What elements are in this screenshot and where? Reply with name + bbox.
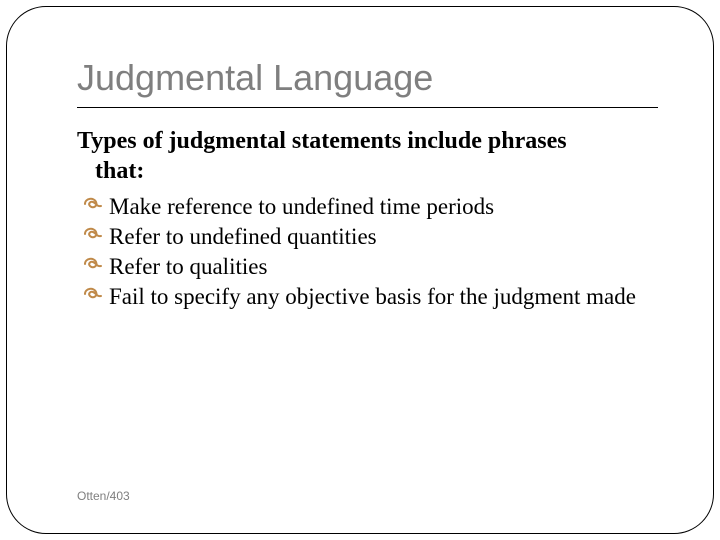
list-item-text: Refer to undefined quantities [109, 224, 377, 249]
slide-footer: Otten/403 [77, 489, 130, 503]
subhead-line-1: Types of judgmental statements include p… [77, 128, 567, 154]
list-item: Refer to qualities [83, 252, 658, 282]
swirl-bullet-icon [83, 255, 103, 275]
list-item: Make reference to undefined time periods [83, 192, 658, 222]
slide-frame: Judgmental Language Types of judgmental … [6, 6, 714, 534]
list-item-text: Fail to specify any objective basis for … [109, 284, 636, 309]
swirl-bullet-icon [83, 285, 103, 305]
list-item: Fail to specify any objective basis for … [83, 282, 658, 312]
slide-subheading: Types of judgmental statements include p… [77, 126, 658, 186]
list-item: Refer to undefined quantities [83, 222, 658, 252]
swirl-bullet-icon [83, 225, 103, 245]
slide-title: Judgmental Language [77, 57, 658, 108]
subhead-line-2: that: [77, 156, 658, 186]
list-item-text: Make reference to undefined time periods [109, 194, 494, 219]
bullet-list: Make reference to undefined time periods… [77, 192, 658, 312]
swirl-bullet-icon [83, 195, 103, 215]
list-item-text: Refer to qualities [109, 254, 267, 279]
